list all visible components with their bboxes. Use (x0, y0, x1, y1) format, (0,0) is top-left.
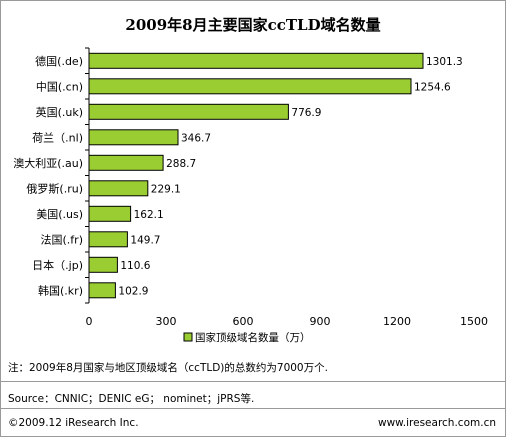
data-label: 288.7 (166, 158, 196, 170)
category-label: 荷兰（.nl) (32, 131, 83, 144)
category-label: 日本（.jp) (32, 258, 83, 272)
bar (88, 129, 179, 146)
divider (0, 381, 506, 382)
bar (88, 256, 118, 273)
data-label: 149.7 (130, 234, 160, 246)
category-label: 俄罗斯(.ru) (26, 182, 83, 195)
x-tick-label: 0 (86, 315, 93, 328)
axis-layer: 德国(.de) 中国(.cn) 英国(.uk) 荷兰（.nl) 澳大利亚(.au) 俄罗斯… (13, 47, 488, 328)
chart-title: 2009年8月主要国家ccTLD域名数量 (125, 16, 381, 34)
bar (88, 282, 116, 299)
category-label: 中国(.cn) (36, 80, 83, 93)
data-label: 102.9 (118, 285, 148, 297)
category-label: 英国(.uk) (36, 105, 83, 119)
data-label: 162.1 (134, 209, 164, 221)
legend: 国家顶级域名数量（万） (183, 331, 311, 344)
x-tick-label: 300 (156, 315, 177, 328)
bars-layer: 1301.3 1254.6 776.9 346.7 288.7 229.1 162.1 149… (88, 52, 463, 299)
data-label: 1254.6 (414, 81, 451, 93)
divider (0, 408, 506, 409)
legend-swatch (183, 332, 193, 342)
footnote: 注：2009年8月国家与地区顶级域名（ccTLD)的总数约为7000万个. (8, 362, 328, 374)
bar (88, 180, 149, 197)
data-label: 110.6 (120, 260, 150, 272)
data-label: 346.7 (181, 132, 211, 144)
x-tick-label: 1500 (460, 315, 488, 328)
category-label: 德国(.de) (35, 54, 83, 68)
bar (88, 231, 128, 248)
legend-label: 国家顶级域名数量（万） (195, 331, 311, 344)
bar (88, 103, 289, 120)
bar-chart: 1301.3 1254.6 776.9 346.7 288.7 229.1 162.1 149… (13, 47, 488, 344)
bar (88, 52, 424, 69)
data-label: 1301.3 (426, 56, 463, 68)
data-label: 229.1 (151, 183, 181, 195)
copyright-text: ©2009.12 iResearch Inc. (8, 417, 139, 429)
bar (88, 154, 164, 171)
source-text: Source：CNNIC；DENIC eG； nominet；jPRS等. (8, 393, 255, 405)
website-link[interactable]: www.iresearch.com.cn (377, 417, 496, 429)
x-tick-label: 900 (310, 315, 331, 328)
category-label: 美国(.us) (36, 208, 83, 221)
category-label: 韩国(.kr) (38, 283, 83, 297)
x-tick-label: 1200 (383, 315, 411, 328)
category-label: 澳大利亚(.au) (13, 156, 83, 170)
bar (88, 205, 132, 222)
x-tick-label: 600 (233, 315, 254, 328)
bar (88, 78, 412, 95)
category-label: 法国(.fr) (41, 232, 83, 246)
data-label: 776.9 (291, 107, 321, 119)
